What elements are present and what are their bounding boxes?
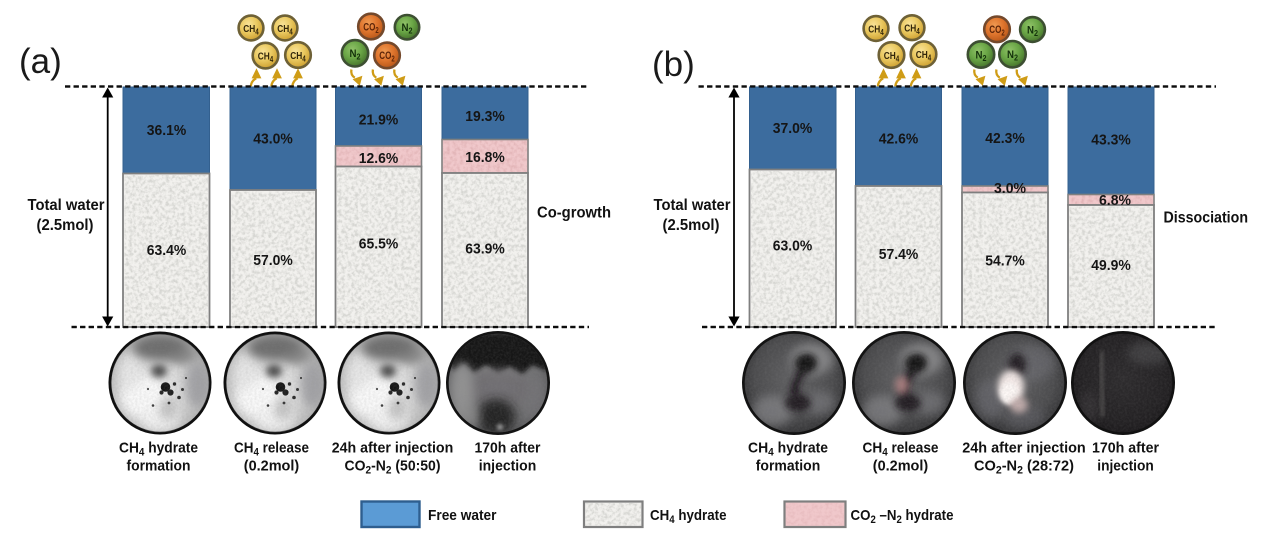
svg-text:CH4 release: CH4 release	[863, 440, 939, 459]
svg-text:43.0%: 43.0%	[253, 131, 293, 148]
svg-text:170h after: 170h after	[1092, 440, 1159, 457]
svg-text:CO2-N2 (28:72): CO2-N2 (28:72)	[974, 458, 1074, 477]
svg-text:CH4: CH4	[868, 23, 884, 37]
svg-text:CH4: CH4	[243, 23, 259, 37]
svg-text:CO2: CO2	[379, 50, 395, 64]
svg-text:(0.2mol): (0.2mol)	[244, 458, 300, 475]
svg-text:N2: N2	[402, 22, 413, 36]
svg-text:(2.5mol): (2.5mol)	[663, 217, 720, 234]
svg-text:63.4%: 63.4%	[147, 242, 187, 259]
svg-text:Co-growth: Co-growth	[537, 205, 611, 222]
svg-text:CH4 hydrate: CH4 hydrate	[650, 507, 727, 526]
svg-text:CH4: CH4	[290, 50, 306, 64]
svg-text:N2: N2	[350, 48, 361, 62]
svg-text:N2: N2	[1027, 24, 1038, 38]
svg-text:63.0%: 63.0%	[773, 238, 813, 255]
svg-text:injection: injection	[479, 458, 537, 475]
svg-text:CO2 –N2 hydrate: CO2 –N2 hydrate	[851, 507, 954, 526]
svg-text:54.7%: 54.7%	[985, 252, 1025, 269]
svg-text:63.9%: 63.9%	[465, 241, 505, 258]
svg-text:N2: N2	[1007, 49, 1018, 63]
svg-text:(0.2mol): (0.2mol)	[873, 458, 929, 475]
svg-text:49.9%: 49.9%	[1091, 257, 1131, 274]
svg-text:CH4: CH4	[277, 23, 293, 37]
svg-text:formation: formation	[127, 458, 191, 475]
svg-text:3.0%: 3.0%	[994, 180, 1026, 197]
svg-text:CH4 hydrate: CH4 hydrate	[748, 440, 828, 459]
svg-text:170h after: 170h after	[475, 440, 541, 457]
svg-text:formation: formation	[756, 458, 821, 475]
svg-text:CH4: CH4	[904, 23, 920, 37]
svg-text:57.0%: 57.0%	[253, 252, 293, 269]
svg-text:24h after injection: 24h after injection	[962, 440, 1086, 457]
svg-text:(2.5mol): (2.5mol)	[37, 217, 94, 234]
svg-text:57.4%: 57.4%	[879, 246, 919, 263]
svg-text:CH4: CH4	[916, 49, 932, 63]
svg-text:42.6%: 42.6%	[879, 131, 919, 148]
svg-text:CH4: CH4	[884, 50, 900, 64]
svg-text:37.0%: 37.0%	[773, 120, 813, 137]
svg-text:injection: injection	[1097, 458, 1154, 475]
svg-text:Total water: Total water	[654, 197, 731, 214]
svg-text:CO2: CO2	[989, 24, 1005, 38]
svg-text:Free water: Free water	[428, 507, 497, 524]
svg-text:24h after injection: 24h after injection	[332, 440, 454, 457]
svg-text:19.3%: 19.3%	[465, 108, 505, 125]
svg-text:43.3%: 43.3%	[1091, 131, 1131, 148]
svg-text:CH4 hydrate: CH4 hydrate	[119, 440, 198, 459]
svg-text:65.5%: 65.5%	[359, 236, 399, 253]
svg-text:CH4: CH4	[258, 50, 274, 64]
svg-text:6.8%: 6.8%	[1099, 192, 1131, 209]
svg-text:Total water: Total water	[28, 197, 105, 214]
svg-text:Dissociation: Dissociation	[1164, 210, 1249, 227]
svg-text:36.1%: 36.1%	[147, 122, 187, 139]
svg-text:12.6%: 12.6%	[359, 150, 399, 167]
svg-text:16.8%: 16.8%	[465, 149, 505, 166]
svg-text:N2: N2	[976, 49, 987, 63]
svg-text:21.9%: 21.9%	[359, 112, 399, 129]
svg-text:42.3%: 42.3%	[985, 130, 1025, 147]
svg-text:CO2-N2 (50:50): CO2-N2 (50:50)	[345, 458, 441, 477]
svg-text:(a): (a)	[19, 42, 62, 81]
svg-text:CH4 release: CH4 release	[234, 440, 309, 459]
svg-text:CO2: CO2	[363, 21, 379, 35]
svg-text:(b): (b)	[652, 45, 695, 84]
